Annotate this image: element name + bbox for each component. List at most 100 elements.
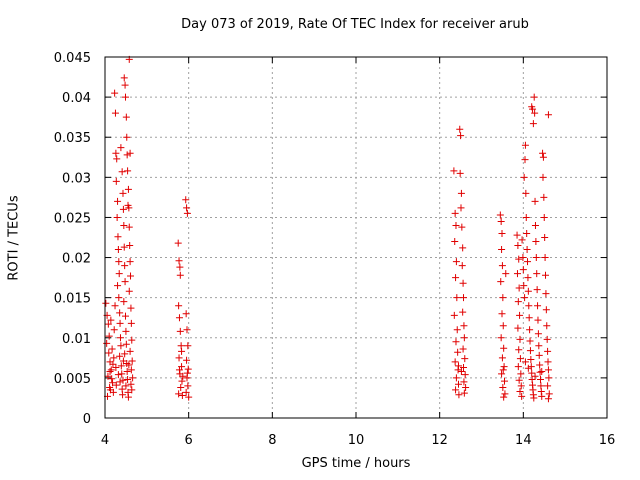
data-point xyxy=(119,376,127,384)
data-point xyxy=(114,282,122,290)
data-point xyxy=(531,372,539,380)
data-point xyxy=(498,246,506,254)
data-point xyxy=(531,221,539,229)
data-point xyxy=(460,322,468,330)
data-point xyxy=(530,93,538,101)
data-point xyxy=(519,266,527,274)
y-axis-label: ROTI / TECUs xyxy=(6,195,22,281)
data-point xyxy=(532,254,540,262)
data-point xyxy=(499,384,507,392)
data-point xyxy=(128,357,136,365)
data-point xyxy=(515,284,523,292)
data-point xyxy=(516,335,524,343)
data-point xyxy=(500,393,508,401)
data-point xyxy=(112,149,120,157)
data-point xyxy=(451,358,459,366)
data-point xyxy=(177,384,185,392)
data-point xyxy=(518,392,526,400)
y-tick-label: 0.03 xyxy=(62,171,91,186)
data-point xyxy=(117,362,125,370)
data-point xyxy=(455,391,463,399)
data-point xyxy=(523,246,531,254)
data-point xyxy=(107,316,115,324)
data-point xyxy=(521,156,529,164)
data-point xyxy=(521,141,529,149)
data-point xyxy=(115,258,123,266)
data-point xyxy=(527,355,535,363)
data-point xyxy=(182,196,190,204)
data-point xyxy=(121,350,129,358)
data-point xyxy=(178,377,186,385)
data-point xyxy=(126,258,134,266)
data-point xyxy=(103,339,111,347)
data-point xyxy=(120,243,128,251)
data-point xyxy=(121,312,129,320)
data-point xyxy=(459,308,467,316)
data-point xyxy=(534,330,542,338)
data-point xyxy=(521,294,529,302)
data-point xyxy=(498,262,506,270)
data-point xyxy=(533,286,541,294)
data-point xyxy=(123,133,131,141)
data-point xyxy=(128,386,136,394)
data-point xyxy=(533,270,541,278)
data-point xyxy=(113,155,121,163)
grid-lines xyxy=(105,57,607,418)
data-point xyxy=(184,342,192,350)
data-point xyxy=(121,278,129,286)
data-point xyxy=(460,294,468,302)
data-point xyxy=(124,167,132,175)
y-tick-label: 0.015 xyxy=(54,292,91,307)
data-point xyxy=(528,369,536,377)
data-point xyxy=(515,255,523,263)
data-point xyxy=(515,346,523,354)
data-point xyxy=(539,149,547,157)
data-point xyxy=(458,262,466,270)
data-point xyxy=(497,334,505,342)
data-point xyxy=(116,334,124,342)
data-point xyxy=(127,272,135,280)
data-point xyxy=(118,168,126,176)
data-point xyxy=(183,204,191,212)
data-point xyxy=(184,365,192,373)
x-tick-labels: 4 6 8 10 12 14 16 xyxy=(101,433,615,448)
data-point xyxy=(542,290,550,298)
data-point xyxy=(125,361,133,369)
data-point xyxy=(127,366,135,374)
data-point xyxy=(122,327,130,335)
data-point xyxy=(540,213,548,221)
data-point xyxy=(536,361,544,369)
data-point xyxy=(456,125,464,133)
data-point xyxy=(122,340,130,348)
data-point xyxy=(105,349,113,357)
data-point xyxy=(107,366,115,374)
data-point xyxy=(497,278,505,286)
data-point xyxy=(501,377,509,385)
data-point xyxy=(544,382,552,390)
data-point xyxy=(451,238,459,246)
data-point xyxy=(120,74,128,82)
data-point xyxy=(457,132,465,140)
data-point xyxy=(526,337,534,345)
data-point xyxy=(515,376,523,384)
data-point xyxy=(183,356,191,364)
data-point xyxy=(460,334,468,342)
data-point xyxy=(123,151,131,159)
data-point xyxy=(114,233,122,241)
data-point xyxy=(450,167,458,175)
data-point xyxy=(517,382,525,390)
data-point xyxy=(113,213,121,221)
data-point xyxy=(543,322,551,330)
data-point xyxy=(129,374,137,382)
data-point xyxy=(459,244,467,252)
y-tick-label: 0 xyxy=(83,412,91,427)
data-point xyxy=(524,364,532,372)
data-point xyxy=(127,380,135,388)
data-point xyxy=(521,358,529,366)
data-point xyxy=(183,369,191,377)
data-point xyxy=(115,270,123,278)
x-tick-label: 4 xyxy=(101,433,109,448)
data-point xyxy=(544,366,552,374)
data-point xyxy=(102,299,110,307)
data-point xyxy=(454,348,462,356)
